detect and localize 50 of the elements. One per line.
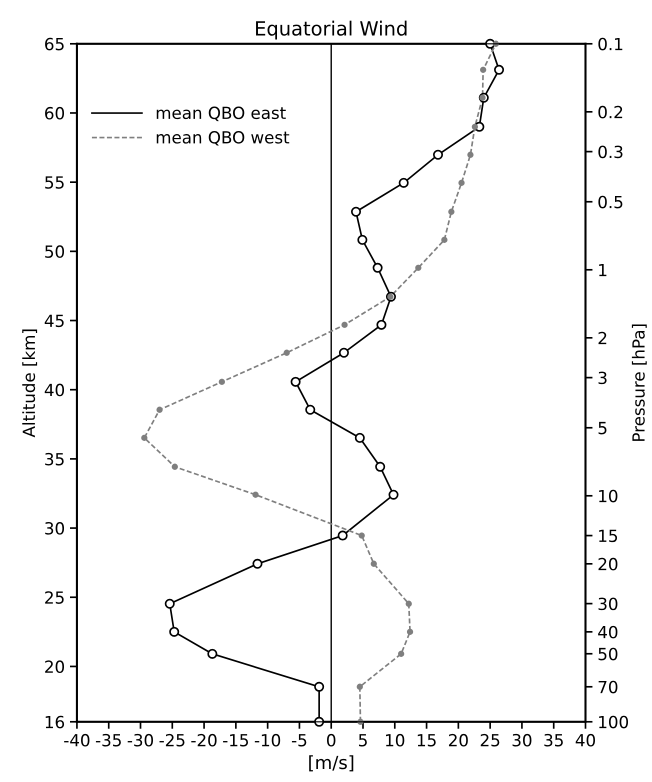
x-tick-label: 10 bbox=[386, 734, 404, 746]
y-tick-label: 40 bbox=[44, 384, 64, 396]
y2-tick-label: 5 bbox=[598, 422, 606, 434]
x-tick-label: -15 bbox=[223, 734, 248, 746]
y-tick-label: 16 bbox=[46, 716, 64, 728]
legend-label: mean QBO west bbox=[156, 131, 290, 146]
y2-tick-label: 0.2 bbox=[598, 106, 622, 118]
x-tick-label: 25 bbox=[480, 734, 500, 746]
x-tick-label: 20 bbox=[448, 734, 468, 746]
x-tick-label: -35 bbox=[96, 734, 121, 746]
y-axis-title: Altitude [km] bbox=[22, 330, 38, 438]
x-tick-label: 15 bbox=[418, 734, 436, 746]
x-tick-label: -20 bbox=[191, 734, 217, 746]
y2-tick-label: 0.3 bbox=[598, 146, 622, 158]
y-tick-label: 60 bbox=[45, 106, 64, 120]
y2-tick-label: 50 bbox=[598, 648, 618, 660]
y-tick-label: 20 bbox=[45, 660, 64, 674]
y2-tick-label: 10 bbox=[599, 490, 618, 502]
x-tick-label: 40 bbox=[576, 734, 595, 746]
y2-tick-label: 1 bbox=[599, 264, 606, 276]
x-tick-label: -10 bbox=[254, 734, 280, 746]
y2-axis-title: Pressure [hPa] bbox=[632, 324, 647, 441]
y-tick-label: 35 bbox=[45, 452, 64, 466]
x-tick-label: 35 bbox=[544, 734, 563, 746]
x-tick-label: 0 bbox=[327, 734, 336, 746]
y2-tick-label: 40 bbox=[598, 626, 618, 638]
y2-tick-label: 70 bbox=[598, 680, 618, 694]
y-tick-label: 55 bbox=[45, 176, 64, 189]
y2-tick-label: 3 bbox=[598, 372, 607, 384]
x-tick-label: -30 bbox=[128, 734, 154, 746]
x-axis-title: [m/s] bbox=[309, 755, 354, 772]
y-tick-label: 50 bbox=[45, 245, 64, 258]
chart-title: Equatorial Wind bbox=[256, 20, 407, 40]
y-tick-label: 25 bbox=[45, 591, 64, 604]
y2-tick-label: 2 bbox=[598, 332, 606, 344]
legend-label: mean QBO east bbox=[156, 106, 286, 122]
y-tick-label: 65 bbox=[45, 38, 64, 50]
x-tick-label: 5 bbox=[358, 734, 367, 746]
y2-tick-label: 0.5 bbox=[598, 196, 622, 208]
y2-tick-label: 0.1 bbox=[598, 38, 622, 50]
y2-tick-label: 15 bbox=[599, 530, 618, 542]
x-tick-label: -25 bbox=[159, 734, 184, 746]
y2-tick-label: 30 bbox=[598, 598, 618, 610]
y-tick-label: 30 bbox=[45, 522, 64, 535]
x-tick-label: -40 bbox=[64, 734, 90, 746]
y-tick-label: 45 bbox=[44, 314, 64, 328]
x-tick-label: -5 bbox=[292, 734, 306, 746]
x-tick-label: 30 bbox=[512, 734, 532, 746]
y2-tick-label: 100 bbox=[599, 716, 628, 728]
y2-tick-label: 20 bbox=[598, 558, 618, 570]
